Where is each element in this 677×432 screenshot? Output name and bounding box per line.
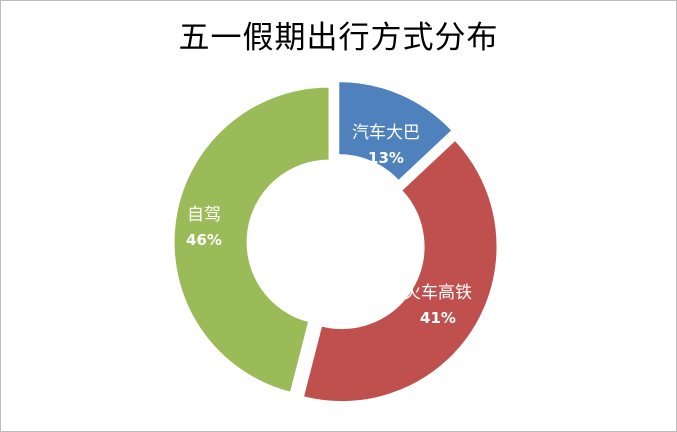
slice-value-1: 41% (420, 309, 456, 327)
slice-label-1: 火车高铁 (404, 283, 472, 303)
slice-1 (302, 139, 498, 403)
slice-label-2: 自驾 (187, 205, 221, 225)
slice-2 (173, 86, 330, 393)
slice-value-2: 46% (186, 231, 222, 249)
slice-0 (338, 81, 453, 182)
slice-value-0: 13% (368, 149, 404, 167)
chart-title: 五一假期出行方式分布 (178, 20, 499, 56)
slice-label-0: 汽车大巴 (352, 123, 420, 143)
